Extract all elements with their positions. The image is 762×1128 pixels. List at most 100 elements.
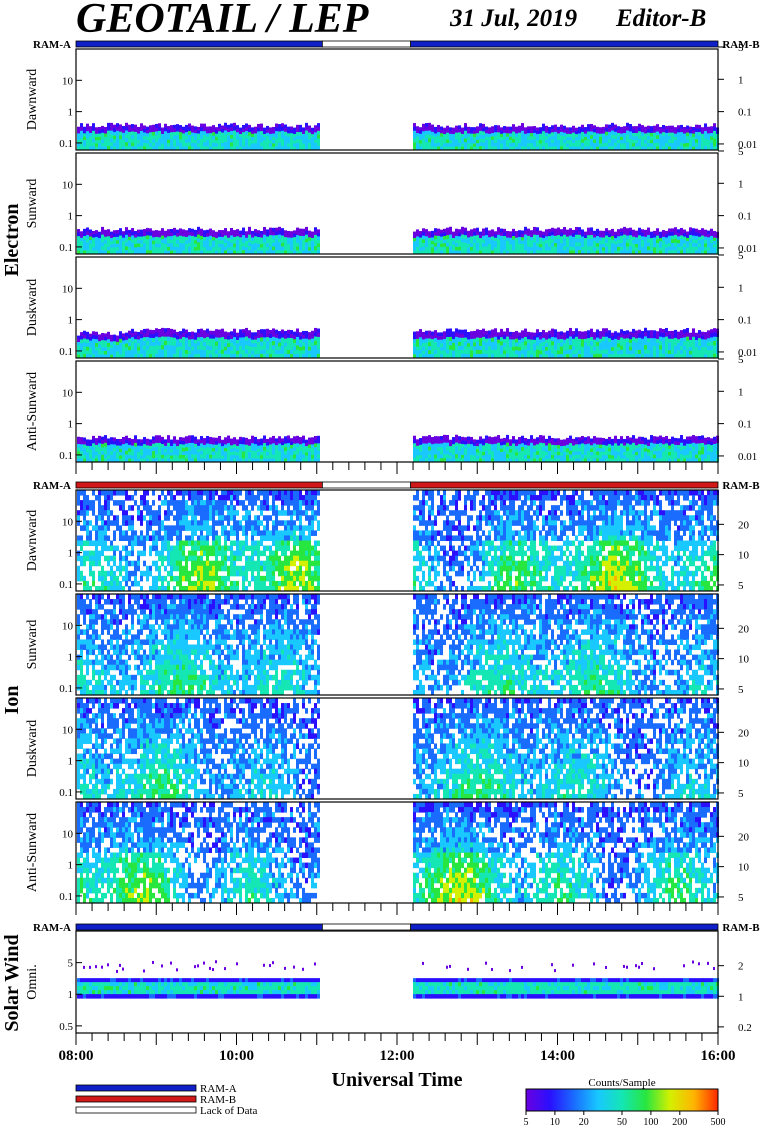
spectrogram-cell: [416, 331, 419, 336]
spectrogram-cell: [545, 458, 548, 463]
spectrogram-cell: [257, 127, 260, 132]
spectrogram-cell: [212, 240, 215, 245]
spectrogram-cell: [107, 142, 110, 147]
spectrogram-cell: [263, 446, 266, 452]
spectrogram-cell: [206, 243, 209, 248]
spectrogram-cell: [185, 128, 188, 133]
spectrogram-cell: [77, 229, 80, 234]
spectrogram-cell: [146, 139, 149, 144]
spectrogram-cell: [464, 333, 467, 339]
spectrogram-cell: [662, 243, 665, 248]
spectrogram-cell: [254, 229, 257, 234]
spectrogram-cell: [599, 331, 602, 336]
spectrogram-cell: [314, 349, 317, 355]
spectrogram-cell: [473, 330, 476, 336]
spectrogram-cell: [425, 123, 428, 128]
spectrogram-cell: [119, 335, 122, 340]
spectrogram-cell: [473, 136, 476, 141]
spectrogram-cell: [278, 230, 281, 236]
spectrogram-cell: [629, 437, 632, 442]
spectrogram-cell: [479, 234, 482, 239]
spectrogram-cell: [614, 146, 617, 151]
spectrogram-cell: [254, 346, 257, 352]
spectrogram-cell: [296, 231, 299, 236]
spectrogram-cell: [485, 458, 488, 463]
spectrogram-cell: [545, 246, 548, 251]
spectrogram-cell: [251, 230, 254, 235]
spectrogram-cell: [437, 135, 440, 140]
spectrogram-cell: [164, 250, 167, 255]
spectrogram-cell: [170, 250, 173, 255]
spectrogram-cell: [647, 342, 650, 347]
spectrogram-cell: [485, 227, 488, 232]
spectrogram-cell: [617, 232, 620, 237]
spectrogram-cell: [284, 139, 287, 144]
spectrogram-cell: [284, 124, 287, 129]
spectrogram-cell: [443, 442, 446, 447]
spectrogram-cell: [230, 246, 233, 251]
spectrogram-cell: [461, 230, 464, 236]
spectrogram-cell: [128, 354, 131, 359]
spectrogram-cell: [707, 247, 710, 252]
spectrogram-cell: [683, 143, 686, 148]
spectrogram-cell: [119, 128, 122, 133]
spectrogram-cell: [677, 342, 680, 348]
spectrogram-cell: [218, 341, 221, 347]
spectrogram-cell: [176, 354, 179, 359]
spectrogram-cell: [590, 332, 593, 338]
spectrogram-cell: [509, 129, 512, 134]
spectrogram-cell: [101, 454, 104, 459]
spectrogram-cells: [77, 327, 719, 359]
spectrogram-cell: [674, 341, 677, 347]
spectrogram-cell: [584, 354, 587, 359]
spectrogram-cell: [413, 231, 416, 236]
spectrogram-cell: [662, 247, 665, 252]
spectrogram-cell: [713, 345, 716, 350]
spectrogram-cell: [224, 239, 227, 244]
spectrogram-cell: [689, 139, 692, 144]
spectrogram-cell: [695, 131, 698, 137]
spectrogram-cell: [539, 438, 542, 444]
spectrogram-cell: [416, 232, 419, 237]
spectrogram-cell: [179, 246, 182, 251]
spectrogram-cell: [629, 454, 632, 459]
spectrogram-cell: [296, 238, 299, 244]
spectrogram-cell: [524, 127, 527, 132]
spectrogram-cell: [98, 140, 101, 144]
spectrogram-cell: [548, 146, 551, 151]
spectrogram-cell: [707, 334, 710, 339]
spectrogram-cell: [428, 250, 431, 255]
spectrogram-cell: [272, 250, 275, 255]
spectrogram-cell: [611, 354, 614, 359]
spectrogram-cell: [179, 334, 182, 340]
spectrogram-cell: [251, 336, 254, 341]
spectrogram-cell: [215, 337, 218, 343]
spectrogram-cell: [434, 346, 437, 351]
spectrogram-cell: [287, 439, 290, 444]
spectrogram-cell: [548, 143, 551, 148]
spectrogram-cell: [512, 127, 515, 133]
spectrogram-cell: [92, 234, 95, 239]
spectrogram-cell: [266, 332, 269, 338]
spectrogram-cell: [458, 436, 461, 441]
spectrogram-cell: [542, 142, 545, 147]
spectrogram-cell: [527, 346, 530, 352]
spectrogram-cell: [425, 239, 428, 244]
spectrogram-cell: [164, 345, 167, 350]
spectrogram-cell: [545, 136, 548, 141]
spectrogram-cell: [620, 243, 623, 248]
spectrogram-cell: [179, 132, 182, 137]
spectrogram-cell: [176, 250, 179, 255]
spectrogram-cell: [287, 126, 290, 131]
spectrogram-cell: [455, 239, 458, 244]
spectrogram-cell: [587, 447, 590, 452]
spectrogram-cell: [230, 455, 233, 460]
spectrogram-cell: [479, 353, 482, 359]
spectrogram-cell: [182, 250, 185, 255]
spectrogram-cell: [599, 127, 602, 131]
spectrogram-cell: [188, 131, 191, 136]
spectrogram-cell: [182, 353, 185, 359]
spectrogram-cell: [134, 435, 137, 440]
spectrogram-cell: [176, 243, 179, 248]
spectrogram-cell: [125, 446, 128, 452]
